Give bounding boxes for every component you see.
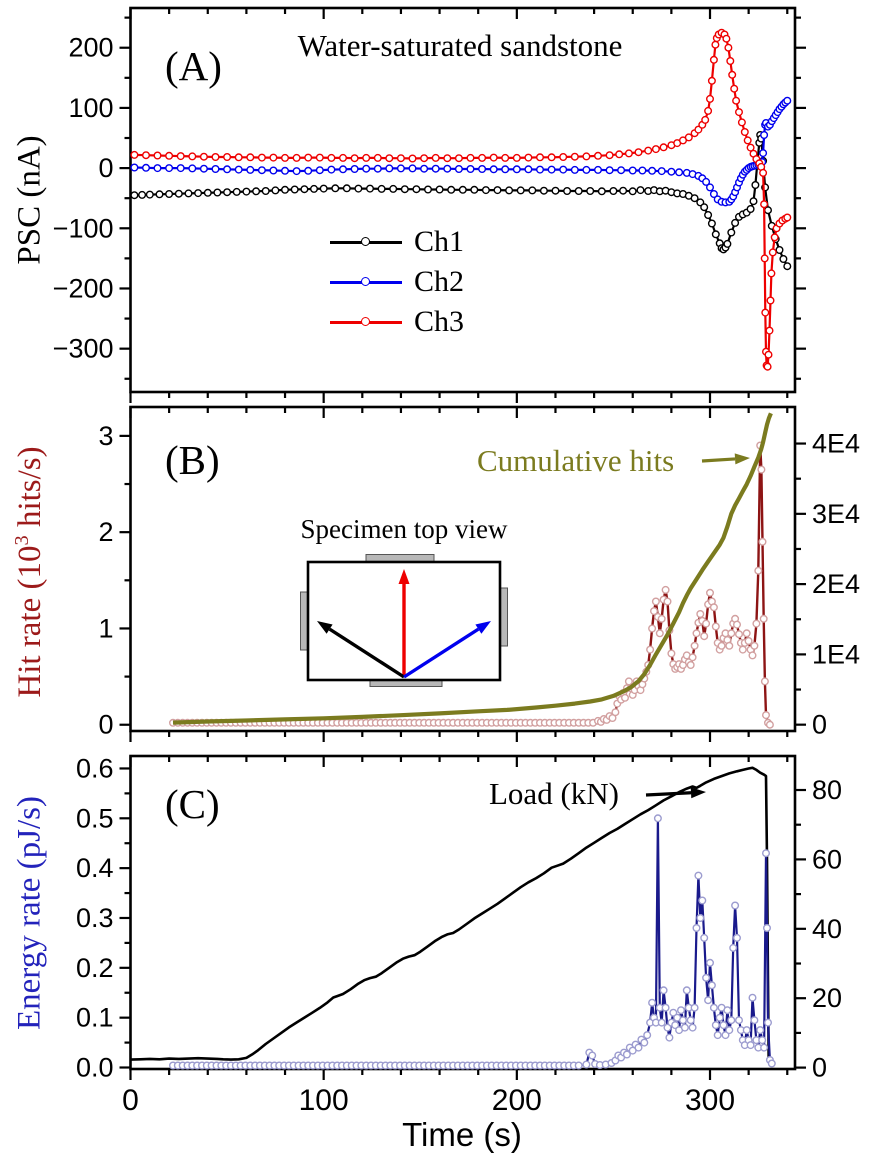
y-tick-label: 0.4 [76, 853, 114, 883]
legend-item-ch2: Ch2 [330, 264, 465, 298]
series-line [130, 766, 770, 1063]
y-tick-label: 3 [98, 421, 113, 451]
y-tick-label: 0.6 [76, 753, 114, 783]
inset-red-arrow [398, 569, 410, 677]
ch1-line-swatch [330, 237, 402, 247]
legend-label-ch2: Ch2 [414, 264, 465, 298]
y-tick-label: 80 [812, 775, 842, 805]
panel-frame [129, 6, 797, 394]
load-arrow [645, 787, 706, 799]
panel-a-label: (A) [165, 43, 222, 89]
y-tick-label: 0.3 [76, 903, 114, 933]
series-hit-rate [168, 441, 774, 729]
y-tick-label: 0.5 [76, 803, 114, 833]
y-tick-label: 1E4 [812, 639, 860, 669]
hit-rate-label-pre: Hit rate (10 [12, 545, 48, 698]
y-tick-label: 2 [98, 517, 113, 547]
y-tick-label: 2E4 [812, 569, 860, 599]
cumulative-hits-arrow [701, 453, 750, 465]
y-tick-label: 0 [812, 1053, 827, 1083]
inset-black-arrow [317, 621, 405, 679]
y-tick-label: 0 [98, 153, 113, 183]
cumulative-hits-label: Cumulative hits [477, 443, 675, 478]
series-cumulative-hits [172, 412, 773, 725]
series-load [130, 766, 770, 1063]
legend-label-ch1: Ch1 [414, 224, 465, 258]
y-tick-label: −300 [53, 334, 114, 364]
inset-blue-arrow [403, 621, 491, 679]
y-tick-label: 20 [812, 983, 842, 1013]
x-tick-label: 200 [492, 1084, 542, 1117]
x-tick-label: 0 [122, 1084, 139, 1117]
x-tick-label: 300 [685, 1084, 735, 1117]
series-markers [130, 28, 792, 371]
y-tick-label: 1 [98, 613, 113, 643]
hit-rate-label-sup: 3 [11, 535, 33, 546]
series-markers [130, 96, 792, 207]
y-tick-label: 40 [812, 914, 842, 944]
series-energy-rate [168, 814, 776, 1070]
energy-rate-axis-label: Energy rate (pJ/s) [11, 796, 48, 1030]
ch2-line-swatch [330, 277, 402, 287]
panel-frame [129, 405, 797, 733]
time-axis-label: Time (s) [402, 1116, 522, 1153]
x-tick-label: 100 [299, 1084, 349, 1117]
panel-a: 200 100 0 −100 −200 −300 [53, 6, 806, 403]
legend-item-ch3: Ch3 [330, 304, 465, 338]
hit-rate-axis-label: Hit rate (103 hits/s) [11, 446, 49, 697]
panel-b-label: (B) [165, 437, 220, 483]
y-tick-label: 0.2 [76, 953, 114, 983]
y-tick-label: 100 [68, 93, 113, 123]
y-tick-label: 0.1 [76, 1003, 114, 1033]
figure-title: Water-saturated sandstone [297, 28, 623, 63]
hit-rate-label-post: hits/s) [12, 446, 48, 536]
series-markers [168, 441, 774, 729]
y-tick-label: 3E4 [812, 499, 860, 529]
y-tick-label: 0 [98, 710, 113, 740]
y-tick-label: 200 [68, 33, 113, 63]
series-ch3 [130, 28, 792, 371]
load-label: Load (kN) [489, 776, 619, 811]
inset-title: Specimen top view [300, 514, 508, 544]
y-tick-label: −200 [53, 273, 114, 303]
y-tick-label: −100 [53, 213, 114, 243]
y-tick-label: 4E4 [812, 429, 860, 459]
psc-axis-label: PSC (nA) [11, 135, 48, 265]
y-tick-label: 60 [812, 844, 842, 874]
series-markers [168, 814, 776, 1070]
ch3-line-swatch [330, 317, 402, 327]
y-tick-label: 0.0 [76, 1053, 114, 1083]
legend: Ch1 Ch2 Ch3 [330, 224, 465, 338]
panel-b: 3 2 1 0 4E4 3E4 2E4 1E4 0 [98, 405, 860, 742]
legend-item-ch1: Ch1 [330, 224, 465, 258]
series-line [172, 412, 773, 725]
panel-c-label: (C) [165, 781, 220, 827]
legend-label-ch3: Ch3 [414, 304, 465, 338]
panel-frame [129, 754, 797, 1071]
y-tick-label: 0 [812, 710, 827, 740]
